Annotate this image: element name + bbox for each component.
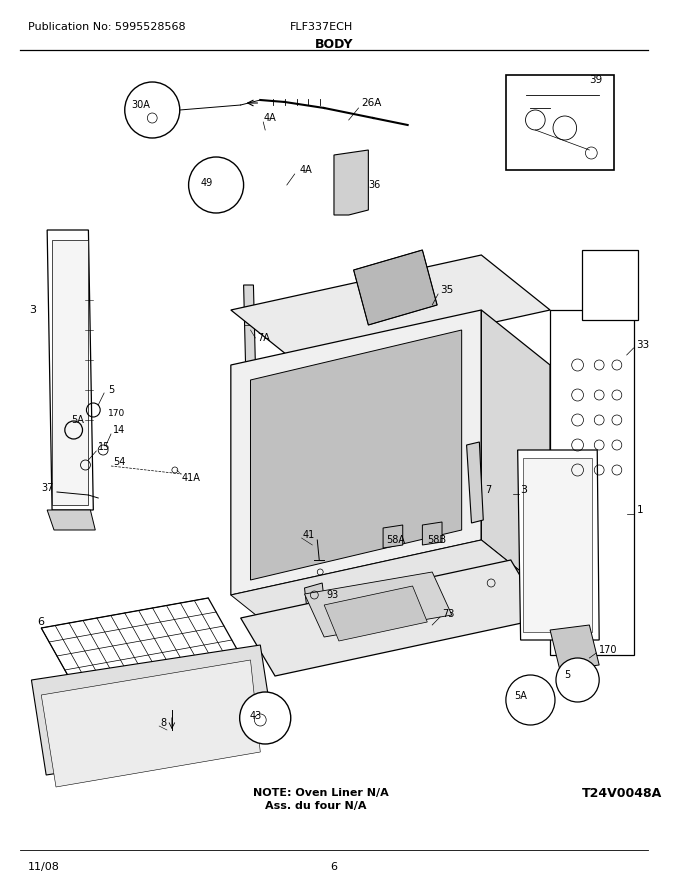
Polygon shape <box>243 285 256 365</box>
Text: 15: 15 <box>98 442 111 452</box>
Text: 41A: 41A <box>182 473 201 483</box>
Polygon shape <box>231 310 481 595</box>
Text: 7A: 7A <box>257 333 270 343</box>
Circle shape <box>188 157 243 213</box>
Text: 39: 39 <box>590 75 602 85</box>
Polygon shape <box>519 685 540 720</box>
Polygon shape <box>305 572 452 637</box>
Text: 5: 5 <box>108 385 114 395</box>
Text: 6: 6 <box>330 862 337 872</box>
Polygon shape <box>466 442 483 523</box>
Text: BODY: BODY <box>315 38 353 51</box>
Polygon shape <box>334 150 369 215</box>
Text: 37: 37 <box>41 483 54 493</box>
Text: 58A: 58A <box>386 535 405 545</box>
Polygon shape <box>52 240 88 505</box>
Text: 33: 33 <box>636 340 650 350</box>
Polygon shape <box>41 660 260 787</box>
Text: 41: 41 <box>303 530 315 540</box>
Text: 170: 170 <box>599 645 617 655</box>
Text: NOTE: Oven Liner N/A: NOTE: Oven Liner N/A <box>254 788 389 798</box>
Text: 1: 1 <box>636 505 643 515</box>
Polygon shape <box>47 510 95 530</box>
Polygon shape <box>550 625 599 670</box>
Text: 49: 49 <box>200 178 212 188</box>
Text: T24V0048A: T24V0048A <box>581 787 662 800</box>
Text: 3: 3 <box>521 485 528 495</box>
Polygon shape <box>250 330 462 580</box>
Circle shape <box>506 675 555 725</box>
Text: 5: 5 <box>564 670 571 680</box>
Text: 4A: 4A <box>263 113 276 123</box>
Text: 43: 43 <box>250 711 262 721</box>
Text: 93: 93 <box>326 590 339 600</box>
Polygon shape <box>31 645 275 775</box>
Polygon shape <box>354 250 437 325</box>
Text: 170: 170 <box>108 408 125 417</box>
Polygon shape <box>383 525 403 548</box>
Text: 14: 14 <box>113 425 125 435</box>
Text: 58B: 58B <box>427 535 446 545</box>
Circle shape <box>124 82 180 138</box>
Text: 54: 54 <box>113 457 125 467</box>
Text: 36: 36 <box>369 180 381 190</box>
Text: 35: 35 <box>440 285 454 295</box>
Polygon shape <box>241 560 545 676</box>
Polygon shape <box>305 583 324 605</box>
Text: 6: 6 <box>37 617 44 627</box>
Polygon shape <box>47 230 93 510</box>
Polygon shape <box>41 598 248 698</box>
Text: 30A: 30A <box>131 100 150 110</box>
Text: Publication No: 5995528568: Publication No: 5995528568 <box>27 22 185 32</box>
Bar <box>506 75 614 170</box>
Polygon shape <box>568 667 579 693</box>
Polygon shape <box>254 704 267 732</box>
Polygon shape <box>324 586 427 641</box>
Text: 7: 7 <box>486 485 492 495</box>
Polygon shape <box>422 522 442 545</box>
Text: 5A: 5A <box>71 415 84 425</box>
Text: 3: 3 <box>29 305 37 315</box>
Circle shape <box>239 692 291 744</box>
Text: 5A: 5A <box>514 691 527 701</box>
Text: 8: 8 <box>160 718 166 728</box>
Text: Ass. du four N/A: Ass. du four N/A <box>265 801 367 811</box>
Text: 26A: 26A <box>362 98 382 108</box>
Text: FLF337ECH: FLF337ECH <box>290 22 353 32</box>
Circle shape <box>556 658 599 702</box>
Text: 4A: 4A <box>300 165 312 175</box>
Polygon shape <box>481 310 550 595</box>
Polygon shape <box>550 310 634 655</box>
Text: 11/08: 11/08 <box>27 862 59 872</box>
Polygon shape <box>231 255 550 365</box>
Polygon shape <box>206 175 221 195</box>
Polygon shape <box>522 458 592 632</box>
Polygon shape <box>583 250 639 320</box>
Polygon shape <box>231 540 550 650</box>
Text: 73: 73 <box>442 609 454 619</box>
Polygon shape <box>517 450 599 640</box>
